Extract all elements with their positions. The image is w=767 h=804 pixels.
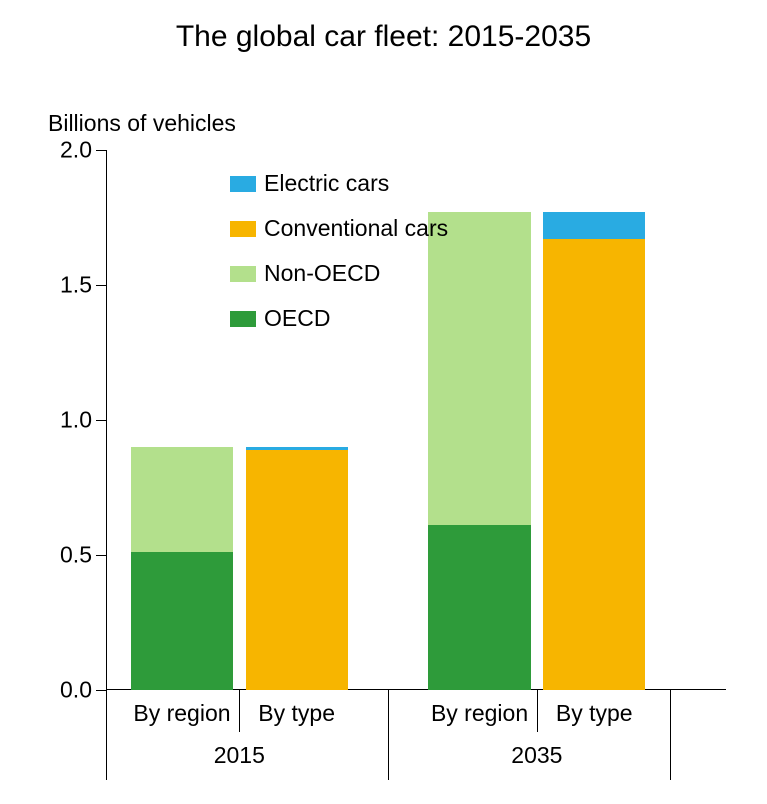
bar-segment [131,552,233,690]
bar-segment [246,447,348,450]
bar [246,447,348,690]
x-category-label: By type [246,700,348,727]
bar [131,447,233,690]
y-tick-label: 1.5 [60,272,92,299]
legend-swatch [230,176,256,192]
y-tick-label: 2.0 [60,137,92,164]
y-tick-label: 1.0 [60,407,92,434]
x-category-label: By region [131,700,233,727]
page: The global car fleet: 2015-2035 Billions… [0,0,767,804]
y-axis-label: Billions of vehicles [48,110,236,137]
x-group-label: 2035 [428,742,645,769]
bar [543,212,645,690]
bar-segment [246,450,348,690]
legend-label: OECD [264,305,330,332]
bar-segment [543,212,645,239]
x-group-separator [670,690,671,780]
legend-item: OECD [230,305,448,332]
y-axis-line [106,150,107,690]
bar-segment [131,447,233,552]
legend-swatch [230,311,256,327]
legend-swatch [230,221,256,237]
x-group-separator [106,690,107,780]
x-group-separator [388,690,389,780]
legend-item: Conventional cars [230,215,448,242]
y-tick [96,150,106,151]
x-category-separator [537,690,538,732]
x-category-label: By region [428,700,530,727]
x-category-separator [239,690,240,732]
bar-segment [543,239,645,690]
legend-label: Conventional cars [264,215,448,242]
legend-label: Non-OECD [264,260,380,287]
bar-segment [428,525,530,690]
y-tick [96,690,106,691]
x-group-label: 2015 [131,742,348,769]
legend-item: Non-OECD [230,260,448,287]
legend-item: Electric cars [230,170,448,197]
y-tick-label: 0.0 [60,677,92,704]
legend-swatch [230,266,256,282]
chart-title: The global car fleet: 2015-2035 [0,20,767,54]
x-category-label: By type [543,700,645,727]
legend: Electric cars Conventional cars Non-OECD OE… [230,170,448,350]
y-tick-label: 0.5 [60,542,92,569]
y-tick [96,555,106,556]
y-tick [96,420,106,421]
legend-label: Electric cars [264,170,389,197]
y-tick [96,285,106,286]
